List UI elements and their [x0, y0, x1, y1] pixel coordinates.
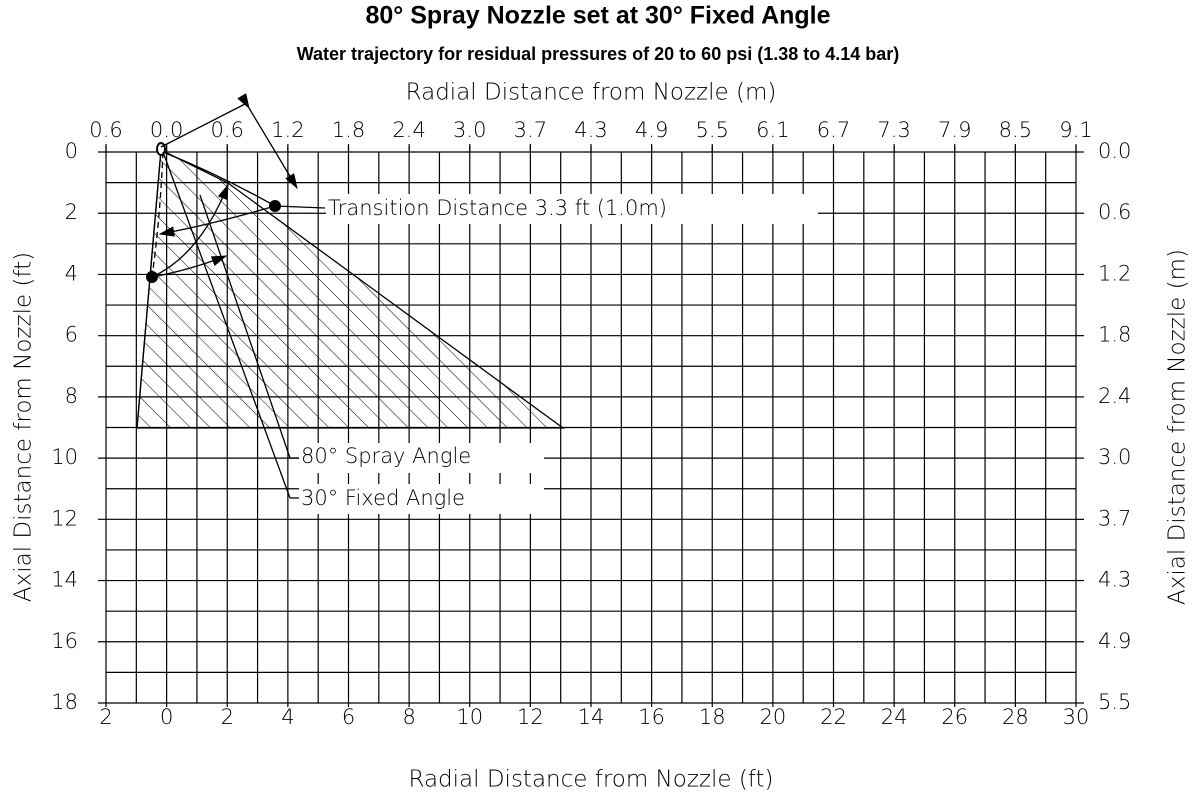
x2-tick-label: 0.6	[211, 118, 244, 142]
x2-tick-label: 6.7	[817, 118, 850, 142]
spray-drawing	[136, 93, 565, 499]
y-tick-label: 18	[51, 690, 78, 714]
x2-tick-label: 5.5	[696, 118, 729, 142]
dimension-line	[237, 93, 298, 190]
x2-tick-label: 4.3	[574, 118, 607, 142]
y-tick-label: 0	[65, 139, 78, 163]
transition-point	[146, 271, 158, 283]
x-axis-label: Radial Distance from Nozzle (ft)	[408, 767, 773, 793]
y-tick-label: 16	[51, 629, 78, 653]
annotation: Transition Distance 3.3 ft (1.0m)	[328, 196, 667, 220]
x-tick-label: 6	[342, 705, 355, 729]
y2-tick-label: 1.8	[1098, 323, 1131, 347]
x2-tick-label: 1.2	[271, 118, 304, 142]
y2-tick-label: 4.9	[1098, 629, 1131, 653]
y-axis-label: Axial Distance from Nozzle (ft)	[11, 252, 37, 602]
y2-tick-label: 0.0	[1098, 139, 1131, 163]
y-tick-label: 12	[51, 506, 78, 530]
x2-tick-label: 0.6	[89, 118, 122, 142]
y2-tick-label: 3.7	[1098, 506, 1131, 530]
x-tick-label: 30	[1063, 705, 1090, 729]
y-tick-label: 14	[51, 568, 78, 592]
trajectory-arrow	[158, 205, 276, 237]
y-tick-label: 8	[65, 384, 78, 408]
y2-axis-label: Axial Distance from Nozzle (m)	[1165, 249, 1191, 605]
spray-region	[136, 148, 565, 429]
y2-tick-label: 2.4	[1098, 384, 1131, 408]
x2-tick-label: 3.0	[453, 118, 486, 142]
x2-tick-label: 6.1	[756, 118, 789, 142]
trajectory	[162, 151, 276, 207]
y-tick-label: 4	[65, 261, 78, 285]
trajectory-dashed	[151, 151, 164, 278]
leader	[274, 205, 326, 209]
y2-tick-label: 5.5	[1098, 690, 1131, 714]
x2-tick-label: 1.8	[332, 118, 365, 142]
x-tick-label: 18	[699, 705, 726, 729]
x-tick-label: 26	[941, 705, 968, 729]
x2-tick-label: 7.9	[938, 118, 971, 142]
x-tick-label: 2	[99, 705, 112, 729]
label-bg	[299, 484, 544, 514]
x-tick-label: 2	[221, 705, 234, 729]
x2-tick-label: 8.5	[999, 118, 1032, 142]
x-tick-label: 16	[638, 705, 665, 729]
x2-tick-label: 7.3	[877, 118, 910, 142]
y-tick-label: 10	[51, 445, 78, 469]
leader	[162, 151, 291, 499]
trajectory-arrow	[151, 183, 229, 278]
label-bg	[299, 443, 544, 473]
chart-subtitle: Water trajectory for residual pressures …	[297, 44, 900, 64]
x2-tick-label: 2.4	[392, 118, 425, 142]
label-bg	[326, 194, 818, 224]
x-tick-label: 10	[456, 705, 483, 729]
spray-edge	[136, 149, 162, 429]
x-tick-label: 14	[578, 705, 605, 729]
x2-tick-label: 9.1	[1059, 118, 1092, 142]
x-tick-label: 24	[881, 705, 908, 729]
x2-tick-label: 4.9	[635, 118, 668, 142]
x2-tick-label: 0.0	[150, 118, 183, 142]
x-tick-label: 22	[820, 705, 847, 729]
trajectory-arrow	[151, 255, 228, 278]
x-tick-label: 20	[760, 705, 787, 729]
chart-title: 80° Spray Nozzle set at 30° Fixed Angle	[365, 2, 830, 30]
x-tick-label: 28	[1002, 705, 1029, 729]
leader	[199, 194, 291, 459]
x2-tick-label: 3.7	[514, 118, 547, 142]
y-tick-label: 2	[65, 200, 78, 224]
x2-axis-label: Radial Distance from Nozzle (m)	[406, 80, 777, 106]
x-tick-label: 8	[402, 705, 415, 729]
x-tick-label: 4	[281, 705, 294, 729]
annotation: 80° Spray Angle	[301, 444, 471, 468]
y2-tick-label: 0.6	[1098, 200, 1131, 224]
x-tick-label: 12	[517, 705, 544, 729]
extension-line	[160, 103, 246, 148]
y2-tick-label: 1.2	[1098, 261, 1131, 285]
y2-tick-label: 4.3	[1098, 568, 1131, 592]
x-tick-label: 0	[160, 705, 173, 729]
annotation: 30° Fixed Angle	[301, 486, 465, 510]
y2-tick-label: 3.0	[1098, 445, 1131, 469]
y-tick-label: 6	[65, 323, 78, 347]
